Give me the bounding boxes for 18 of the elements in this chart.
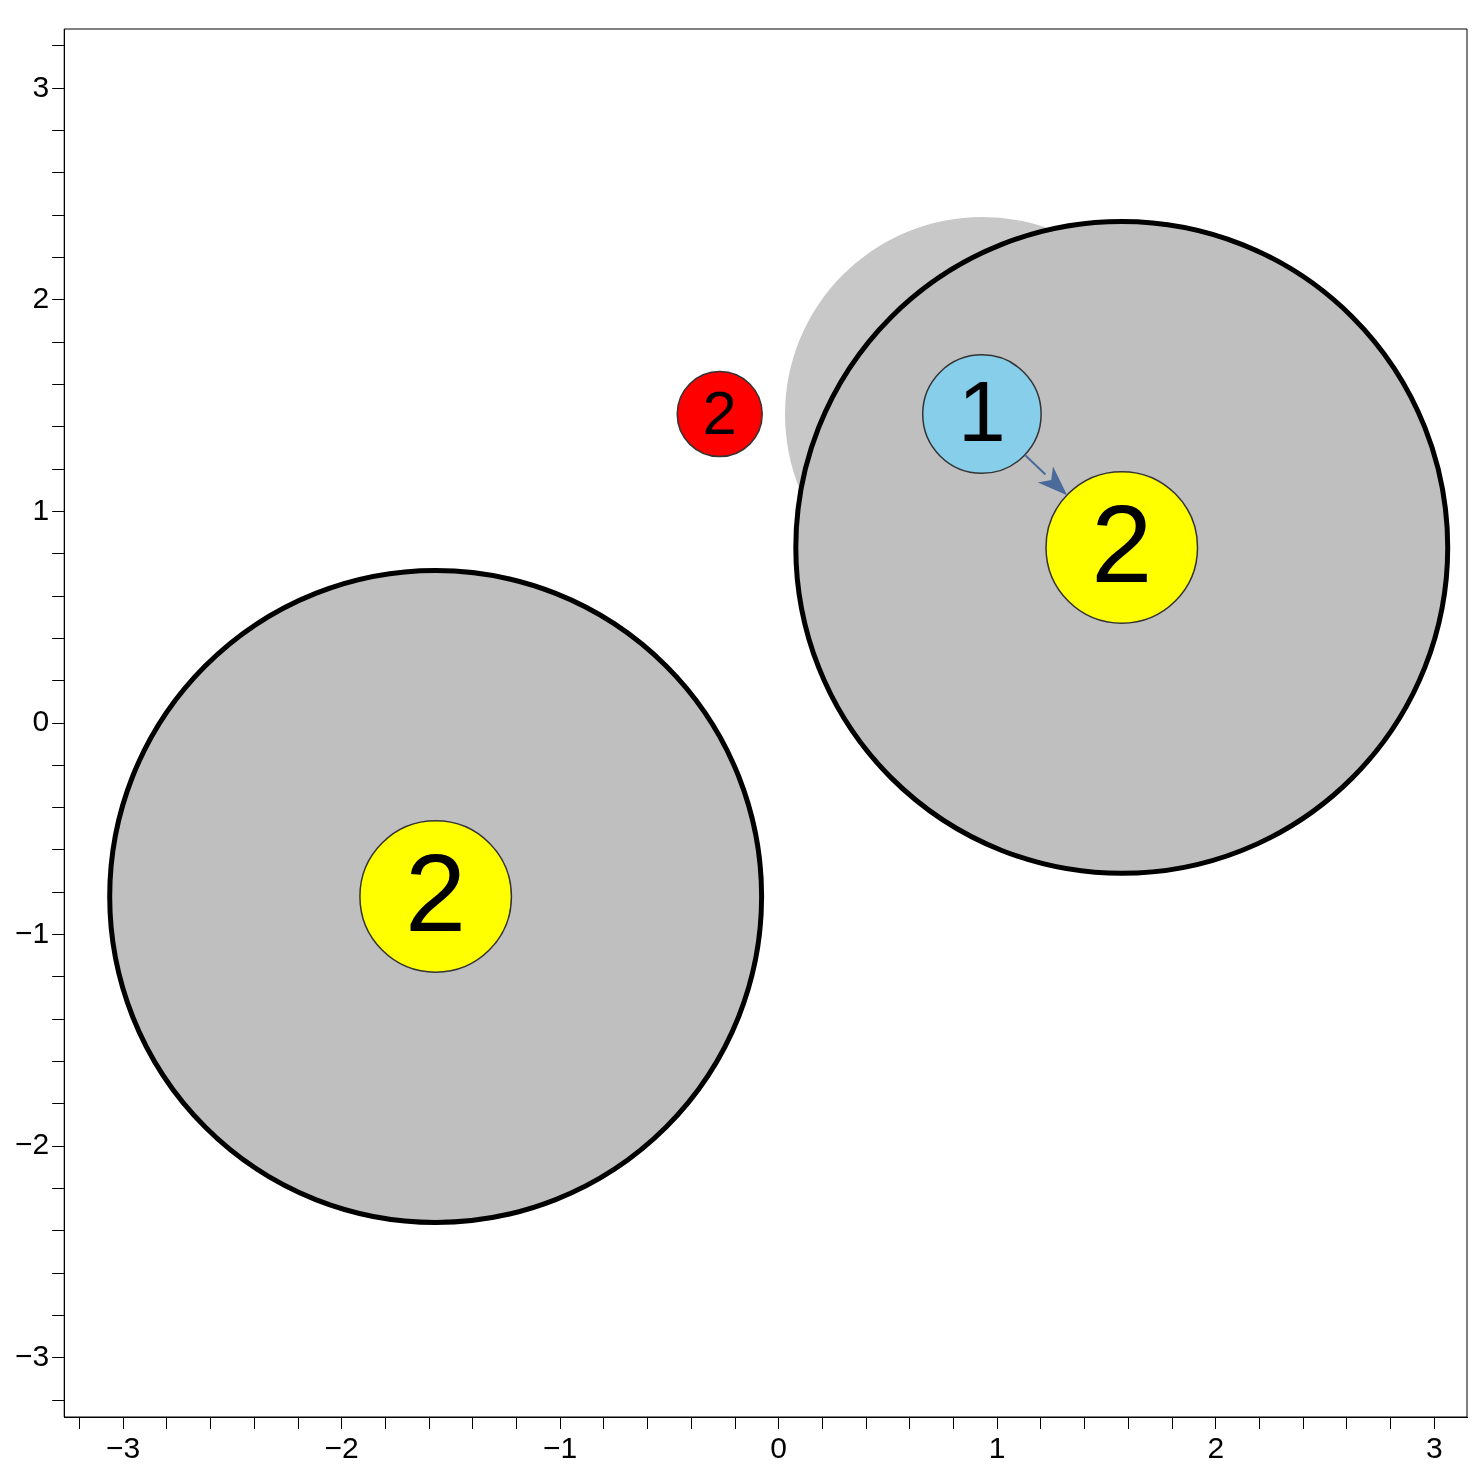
y-tick-label: 1 bbox=[32, 492, 50, 526]
y-tick-label: 2 bbox=[32, 281, 50, 315]
x-tick-label: 3 bbox=[1425, 1431, 1443, 1465]
x-tick-label: 0 bbox=[770, 1431, 788, 1465]
y-tick-label: 3 bbox=[32, 69, 50, 103]
annotation: 2 bbox=[405, 832, 467, 955]
y-tick-label: −1 bbox=[14, 915, 50, 949]
annotation: 1 bbox=[958, 363, 1006, 460]
y-tick-label: −2 bbox=[14, 1127, 50, 1161]
y-tick-label: −3 bbox=[14, 1339, 50, 1373]
x-tick-label: 2 bbox=[1207, 1431, 1225, 1465]
x-tick-label: −1 bbox=[543, 1431, 578, 1465]
y-tick-label: 0 bbox=[32, 704, 50, 738]
x-tick-label: 1 bbox=[988, 1431, 1006, 1465]
x-tick-label: −2 bbox=[324, 1431, 359, 1465]
x-tick-label: −3 bbox=[106, 1431, 141, 1465]
annotation: 2 bbox=[1091, 483, 1153, 606]
annotation: 2 bbox=[702, 377, 737, 447]
